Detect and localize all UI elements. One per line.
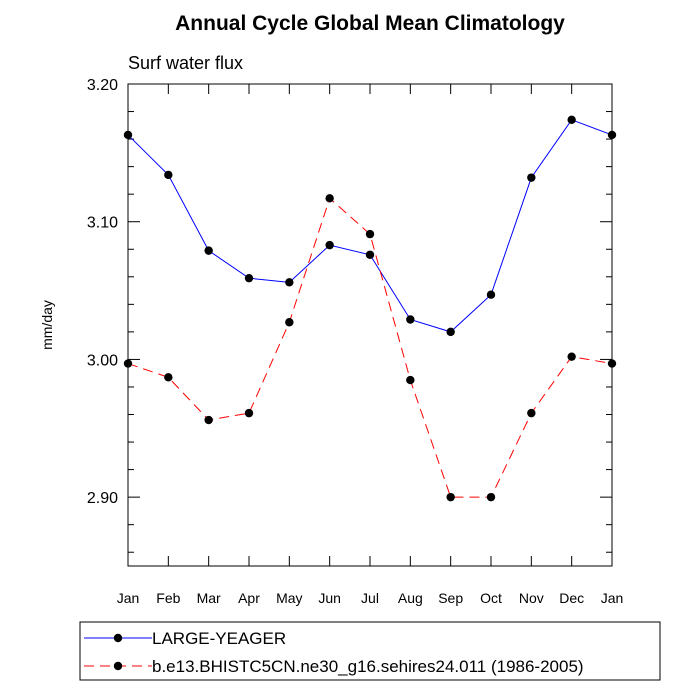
legend-box [79,621,661,681]
series-layer [123,115,617,502]
x-tick-label: May [276,590,302,606]
x-tick-label: Nov [519,590,544,606]
x-tick-label: Oct [480,590,502,606]
series-1 [123,115,617,337]
series-2 [123,194,617,502]
data-point [486,492,496,502]
data-point [164,170,173,180]
axis-ticks [127,83,613,566]
x-tick-label: Dec [559,590,584,606]
data-point [204,415,213,425]
plot-frame [127,83,613,567]
x-tick-label: Jun [318,590,341,606]
y-tick-label: 3.00 [87,352,118,369]
x-tick-label: Jan [601,590,624,606]
data-point [244,273,254,283]
legend-marker [113,661,123,671]
legend-label: LARGE-YEAGER [152,629,286,648]
legend-marker [113,633,123,643]
chart-title: Annual Cycle Global Mean Climatology [175,12,565,35]
legend: LARGE-YEAGER b.e13.BHISTC5CN.ne30_g16.seh… [79,621,661,681]
y-tick-label: 3.10 [87,215,118,232]
data-point [486,290,496,299]
y-axis-label: mm/day [39,300,55,350]
data-point [325,194,334,203]
data-point [527,173,536,182]
x-tick-label: Apr [238,590,260,606]
data-point [244,408,254,418]
data-point [406,375,415,385]
tick-labels: 2.90 3.00 3.10 3.20 Jan Feb Mar Apr May Jun Jul Aug… [87,77,623,606]
y-tick-label: 3.20 [87,77,118,94]
data-point [446,327,455,337]
x-tick-label: Jul [361,590,379,606]
data-point [204,246,213,255]
series-line [127,197,613,498]
data-point [325,240,334,250]
x-tick-label: Aug [398,590,423,606]
legend-label: b.e13.BHISTC5CN.ne30_g16.sehires24.011 (… [152,657,584,676]
x-tick-label: Sep [438,590,463,606]
x-tick-label: Feb [156,590,180,606]
data-point [406,315,415,324]
data-point [285,318,294,327]
x-tick-label: Mar [197,590,221,606]
chart-subtitle: Surf water flux [128,53,243,73]
series-line [127,119,613,333]
data-point [285,278,294,287]
data-point [567,352,576,361]
data-point [446,492,455,502]
x-tick-label: Jan [117,590,140,606]
data-point [164,373,173,382]
data-point [567,115,576,125]
data-point [365,250,375,259]
data-point [365,229,375,239]
y-tick-label: 2.90 [87,490,118,507]
data-point [527,408,536,418]
